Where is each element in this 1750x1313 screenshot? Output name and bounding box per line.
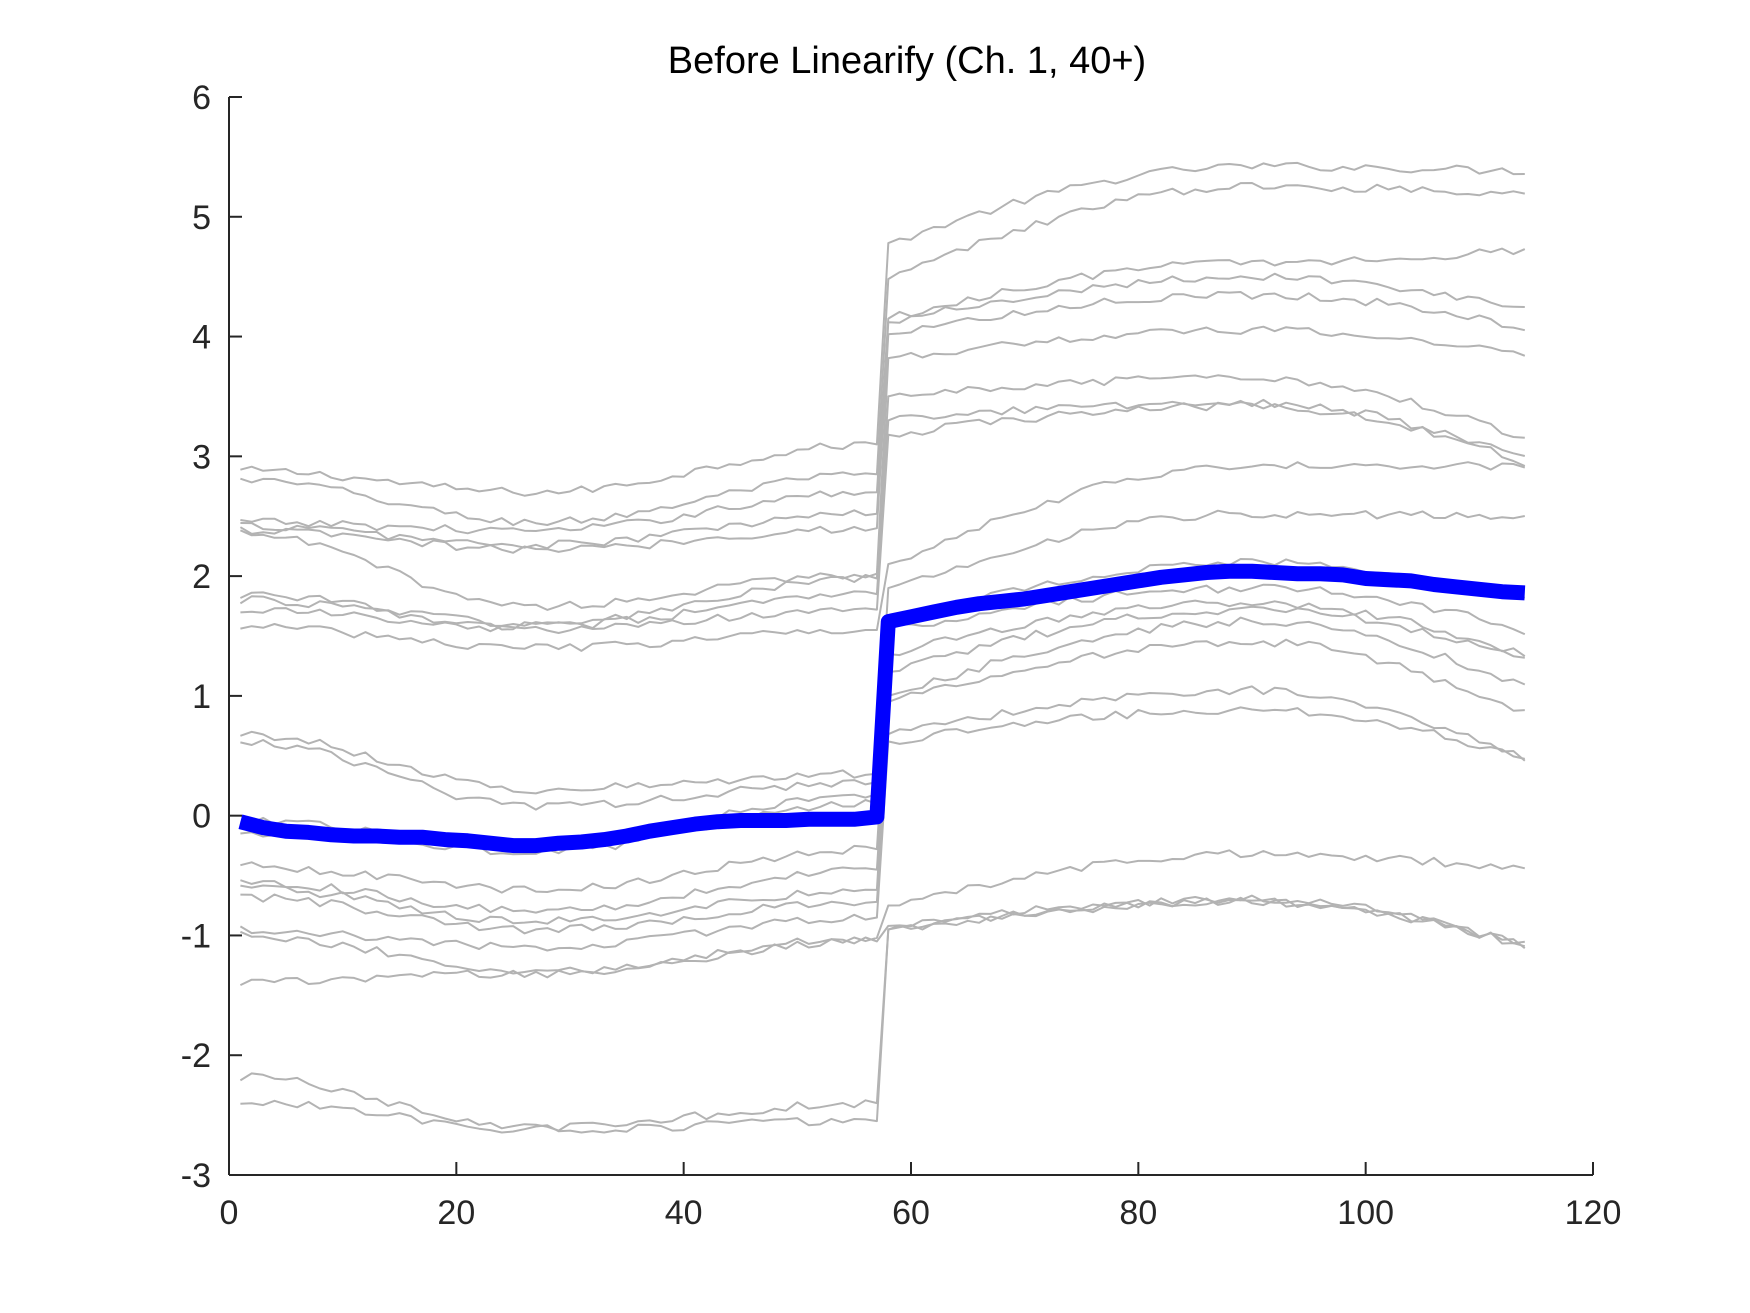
- background-series-line-20: [240, 849, 1526, 975]
- x-tick-label: 20: [437, 1194, 475, 1232]
- y-tick-label: 6: [192, 79, 211, 117]
- y-tick-label: 3: [192, 438, 211, 476]
- y-tick-label: -2: [181, 1037, 211, 1075]
- y-tick-label: 4: [192, 319, 211, 357]
- x-tick-label: 40: [665, 1194, 703, 1232]
- background-series-line-5: [239, 291, 1526, 554]
- y-tick-label: 5: [192, 199, 211, 237]
- x-tick-label: 60: [892, 1194, 930, 1232]
- series-layer: [238, 161, 1526, 1134]
- background-series-line-2: [240, 182, 1525, 527]
- y-tick-label: 0: [192, 798, 211, 836]
- chart-title: Before Linearify (Ch. 1, 40+): [668, 40, 1146, 82]
- background-series-line-19: [239, 706, 1526, 952]
- x-tick-label: 120: [1565, 1194, 1622, 1232]
- background-series-line-23: [240, 896, 1526, 1134]
- y-tick-label: 2: [192, 558, 211, 596]
- background-series-line-21: [239, 894, 1525, 987]
- background-series-line-9: [240, 401, 1526, 634]
- background-series-line-1: [240, 161, 1525, 497]
- y-tick-label: -1: [181, 917, 211, 955]
- x-tick-label: 80: [1119, 1194, 1157, 1232]
- background-series-line-10: [240, 461, 1526, 652]
- x-tick-label: 100: [1337, 1194, 1394, 1232]
- y-tick-label: -3: [181, 1157, 211, 1195]
- y-tick-label: 1: [192, 678, 211, 716]
- highlight-series-line: [238, 563, 1526, 854]
- background-series-line-6: [239, 325, 1526, 611]
- background-series-line-7: [239, 374, 1525, 627]
- axes: 0 20 40 60 80 100 120 -3 -2 -1 0 1 2 3 4 5 6: [181, 79, 1622, 1232]
- x-tick-label: 0: [220, 1194, 239, 1232]
